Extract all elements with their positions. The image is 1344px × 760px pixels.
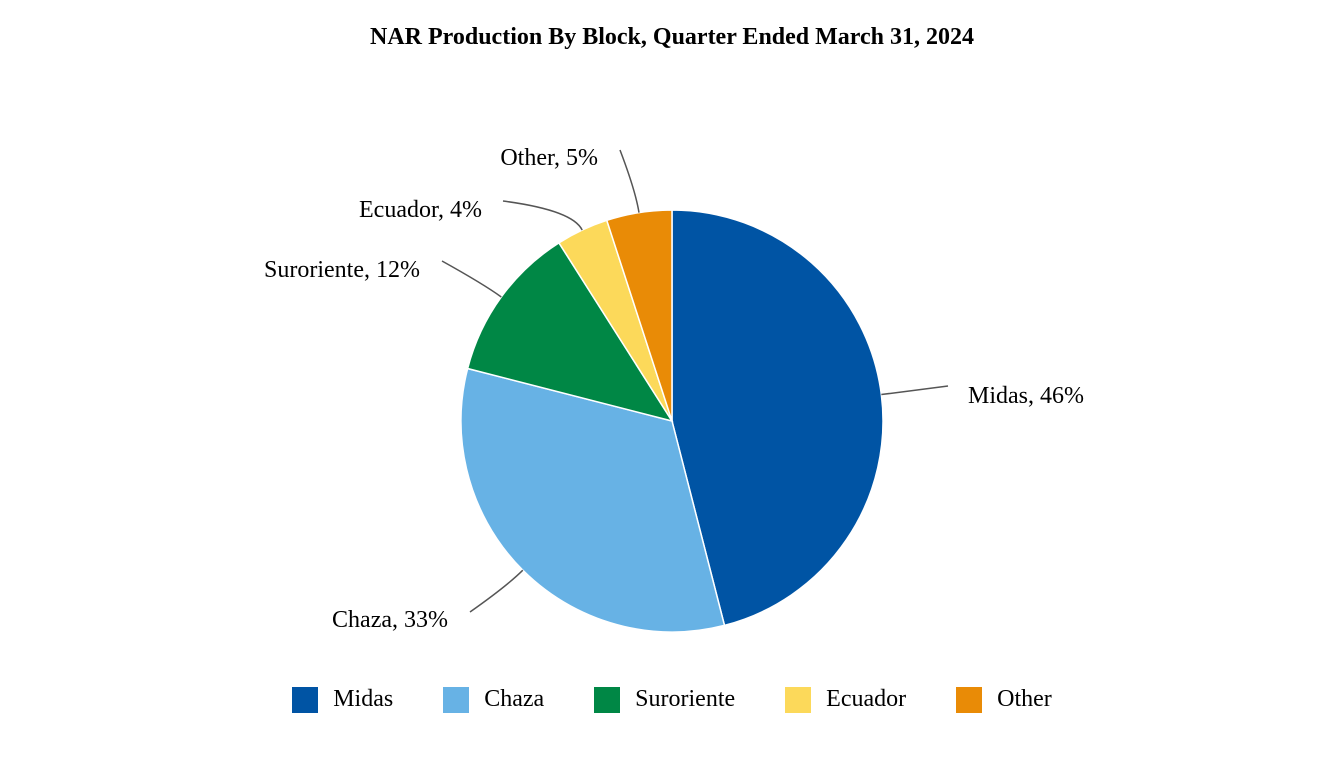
leader-line-ecuador (502, 200, 583, 231)
legend-item-midas: Midas (292, 686, 393, 713)
chart-legend: Midas Chaza Suroriente Ecuador Other (0, 686, 1344, 713)
legend-label-chaza: Chaza (484, 686, 545, 712)
legend-label-suroriente: Suroriente (635, 686, 736, 712)
leader-line-chaza (469, 569, 524, 613)
legend-label-other: Other (997, 686, 1052, 712)
legend-swatch-other (956, 686, 983, 713)
legend-swatch-chaza (443, 686, 470, 713)
legend-swatch-ecuador (785, 686, 812, 713)
legend-item-suroriente: Suroriente (594, 686, 735, 713)
legend-item-ecuador: Ecuador (785, 686, 906, 713)
data-label-midas: Midas, 46% (968, 383, 1084, 409)
pie-slice-midas (671, 209, 884, 627)
pie-slice-chaza (460, 367, 726, 633)
legend-swatch-suroriente (594, 686, 621, 713)
legend-label-ecuador: Ecuador (826, 686, 907, 712)
data-label-other: Other, 5% (500, 145, 598, 171)
leader-line-other (619, 149, 640, 213)
data-label-ecuador: Ecuador, 4% (359, 197, 482, 223)
chart-title: NAR Production By Block, Quarter Ended M… (369, 24, 975, 50)
leader-line-suroriente (441, 260, 502, 298)
legend-label-midas: Midas (333, 686, 394, 712)
legend-item-chaza: Chaza (443, 686, 544, 713)
leader-line-midas (881, 385, 949, 396)
legend-item-other: Other (956, 686, 1052, 713)
pie-chart: Midas, 46% Chaza, 33% Suroriente, 12% Ecuad… (264, 145, 1084, 633)
data-label-suroriente: Suroriente, 12% (264, 257, 420, 283)
legend-swatch-midas (292, 686, 319, 713)
pie-slice-suroriente (466, 241, 674, 423)
data-label-chaza: Chaza, 33% (332, 607, 448, 633)
